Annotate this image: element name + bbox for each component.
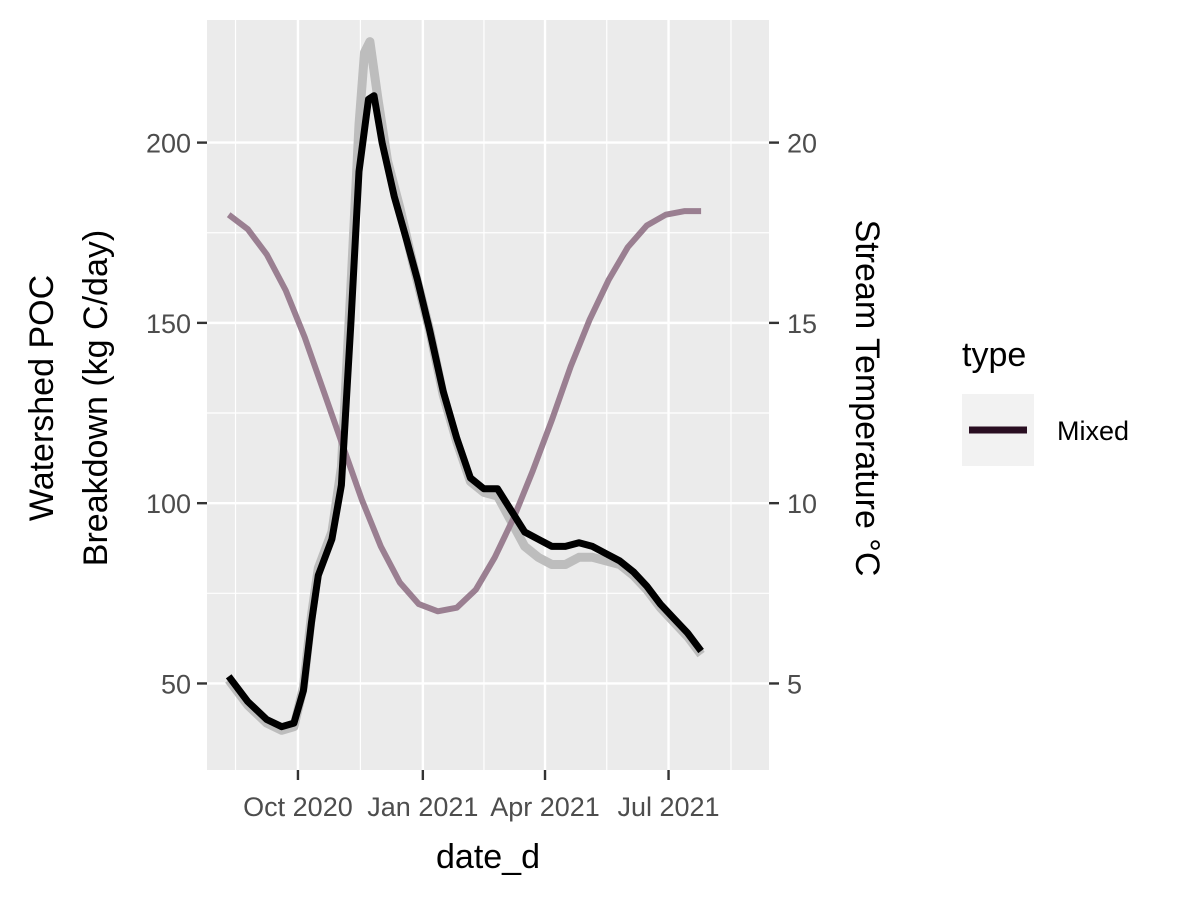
right-tick-label: 10 [787, 489, 817, 519]
x-tick-label: Jul 2021 [617, 792, 719, 822]
series-line-0 [225, 92, 704, 731]
right-tick-label: 15 [787, 309, 817, 339]
x-tick-label: Jan 2021 [367, 792, 478, 822]
left-tick-label: 200 [146, 129, 191, 159]
legend-title: type [962, 336, 1026, 374]
right-tick-label: 5 [787, 669, 802, 699]
left-tick-label: 50 [161, 669, 191, 699]
right-tick-label: 20 [787, 129, 817, 159]
svg-text:Stream Temperature °C: Stream Temperature °C [848, 220, 886, 577]
right-axis: 5 10 15 20 [769, 129, 817, 699]
x-axis: Oct 2020 Jan 2021 Apr 2021 Jul 2021 [243, 770, 720, 822]
panel-background [207, 20, 769, 770]
left-axis-title-line-2: Breakdown (kg C/day) [77, 230, 115, 566]
series-line-2 [226, 208, 702, 615]
legend-label-mixed: Mixed [1057, 416, 1129, 446]
x-tick-label: Oct 2020 [243, 792, 353, 822]
x-tick-label: Apr 2021 [490, 792, 600, 822]
left-axis-title-line-1: Watershed POC [23, 275, 61, 521]
left-axis-title: Watershed POC Breakdown (kg C/day) [23, 230, 115, 566]
left-axis: 50 100 150 200 [146, 129, 207, 699]
legend: type Mixed [962, 336, 1129, 466]
x-axis-title: date_d [436, 838, 540, 876]
left-tick-label: 150 [146, 309, 191, 339]
right-axis-title: Stream Temperature °C [848, 220, 886, 577]
left-tick-label: 100 [146, 489, 191, 519]
series-layer [225, 37, 705, 735]
